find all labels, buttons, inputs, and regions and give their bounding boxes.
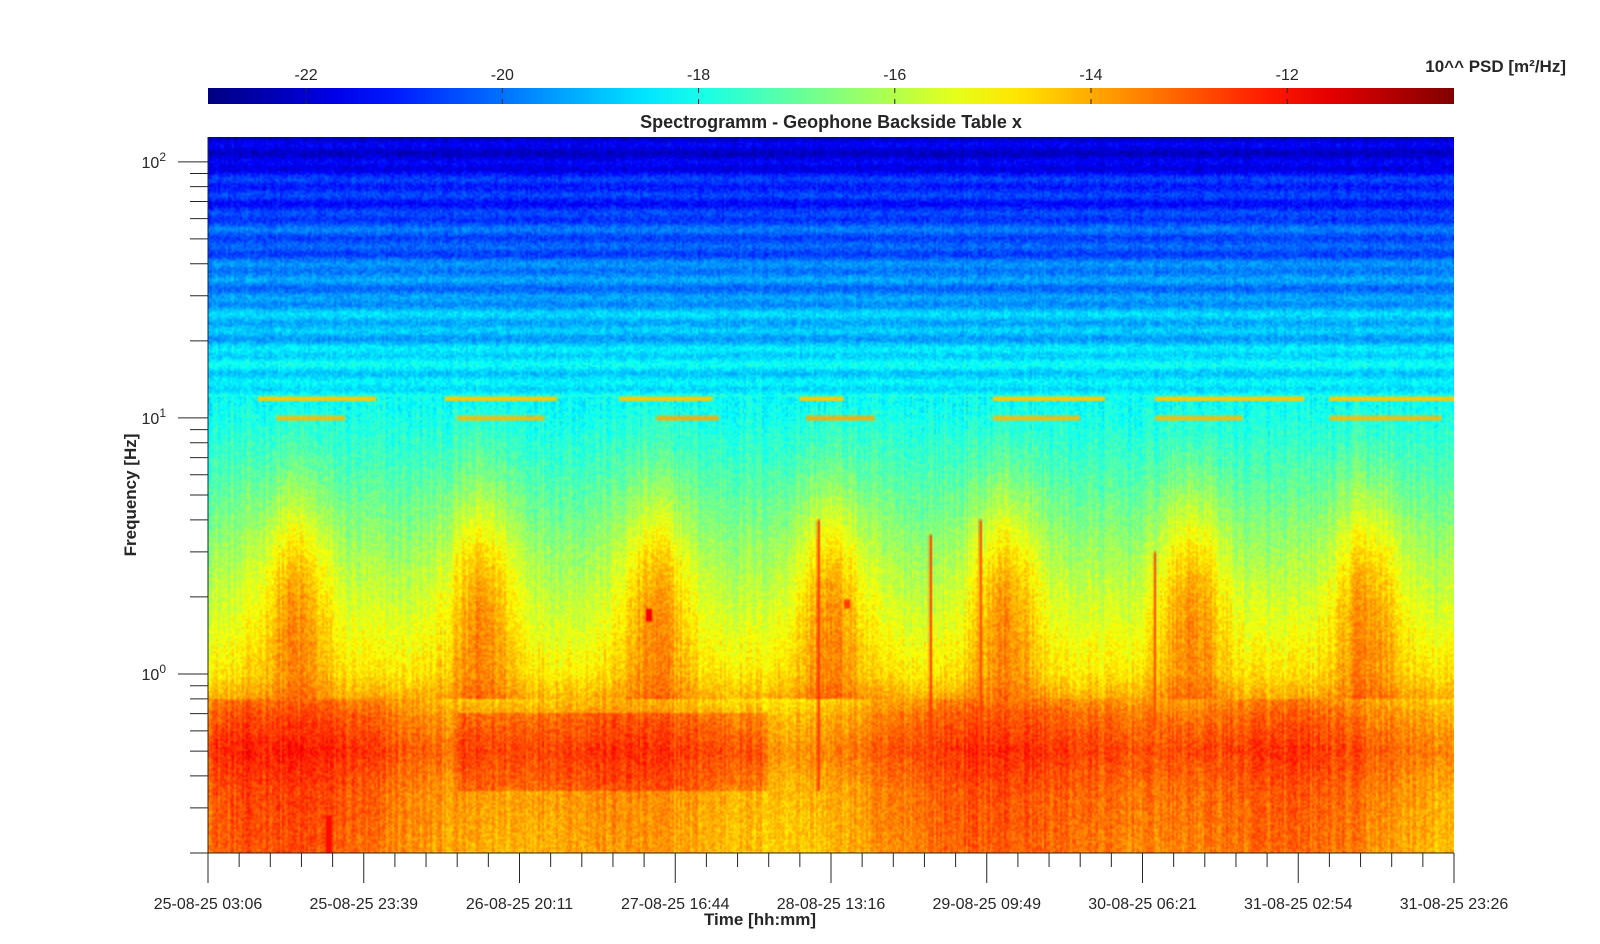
spectrogram-heatmap (208, 137, 1454, 853)
y-ticks: 100 101 102 (142, 150, 208, 854)
x-tick-label: 25-08-25 23:39 (309, 896, 418, 913)
x-axis: 25-08-25 03:06 25-08-25 23:39 26-08-25 20:… (154, 852, 1509, 913)
colorbar-tick-label: -14 (1079, 67, 1102, 84)
y-tick-label: 100 (142, 662, 167, 684)
colorbar-gradient (208, 88, 1454, 104)
colorbar-tick-label: -20 (491, 67, 514, 84)
x-ticks: 25-08-25 03:06 25-08-25 23:39 26-08-25 20:… (154, 853, 1509, 913)
x-tick-label: 28-08-25 13:16 (777, 896, 886, 913)
y-tick-label: 101 (142, 406, 167, 428)
colorbar-tick-label: -22 (295, 67, 318, 84)
colorbar-tick-label: -12 (1276, 67, 1299, 84)
x-tick-label: 29-08-25 09:49 (932, 896, 1041, 913)
chart-title: Spectrogramm - Geophone Backside Table x (640, 112, 1022, 132)
x-tick-label: 26-08-25 20:11 (466, 896, 573, 913)
colorbar-tick-label: -16 (883, 67, 906, 84)
x-tick-label: 31-08-25 23:26 (1400, 896, 1509, 913)
x-tick-label: 27-08-25 16:44 (621, 896, 730, 913)
colorbar-tick-label: -18 (687, 67, 710, 84)
x-tick-label: 31-08-25 02:54 (1244, 896, 1353, 913)
y-axis: 100 101 102 (142, 137, 209, 854)
plot-area (208, 137, 1454, 853)
colorbar-label: 10^^ PSD [m²/Hz] (1425, 57, 1566, 76)
colorbar: -22 -20 -18 -16 -14 -12 10^^ PSD [m²/Hz] (208, 57, 1566, 104)
colorbar-ticks: -22 -20 -18 -16 -14 -12 (295, 67, 1299, 104)
y-axis-label: Frequency [Hz] (121, 434, 140, 557)
y-tick-label: 102 (142, 150, 167, 172)
x-tick-label: 25-08-25 03:06 (154, 896, 263, 913)
x-axis-label: Time [hh:mm] (704, 910, 816, 929)
x-tick-label: 30-08-25 06:21 (1088, 896, 1197, 913)
